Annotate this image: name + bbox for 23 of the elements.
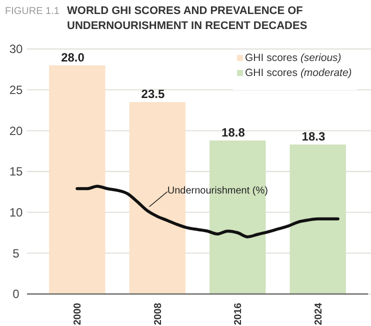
y-tick-label: 30 [9,42,23,56]
y-tick-label: 20 [9,124,23,138]
y-tick-label: 15 [9,164,23,179]
x-tick-label: 2008 [152,302,164,326]
bar [290,144,346,294]
legend-label: GHI scores (serious) [245,52,342,64]
data-label: 23.5 [141,87,165,102]
y-tick-label: 5 [12,246,20,260]
y-tick-label: 10 [9,206,23,220]
data-label: 18.3 [302,130,326,144]
line-series [76,184,340,238]
x-tick-label: 2024 [313,302,324,326]
x-tick-label: 2000 [72,302,84,326]
x-tick-label: 2016 [233,302,244,326]
data-label: 18.8 [222,125,246,140]
y-tick-label: 25 [9,83,23,98]
text: Undernourishment (%) [167,186,268,197]
y-tick-label: 0 [12,287,20,302]
legend-label: GHI scores (moderate) [245,67,352,79]
chart-title: WORLD GHI SCORES AND PREVALENCE OF UNDERNOURISHMENT IN RECENT DECADES [67,5,308,32]
data-label: 28.0 [61,50,85,64]
caption: FIGURE 1.1 [5,6,60,17]
bar [49,65,106,294]
